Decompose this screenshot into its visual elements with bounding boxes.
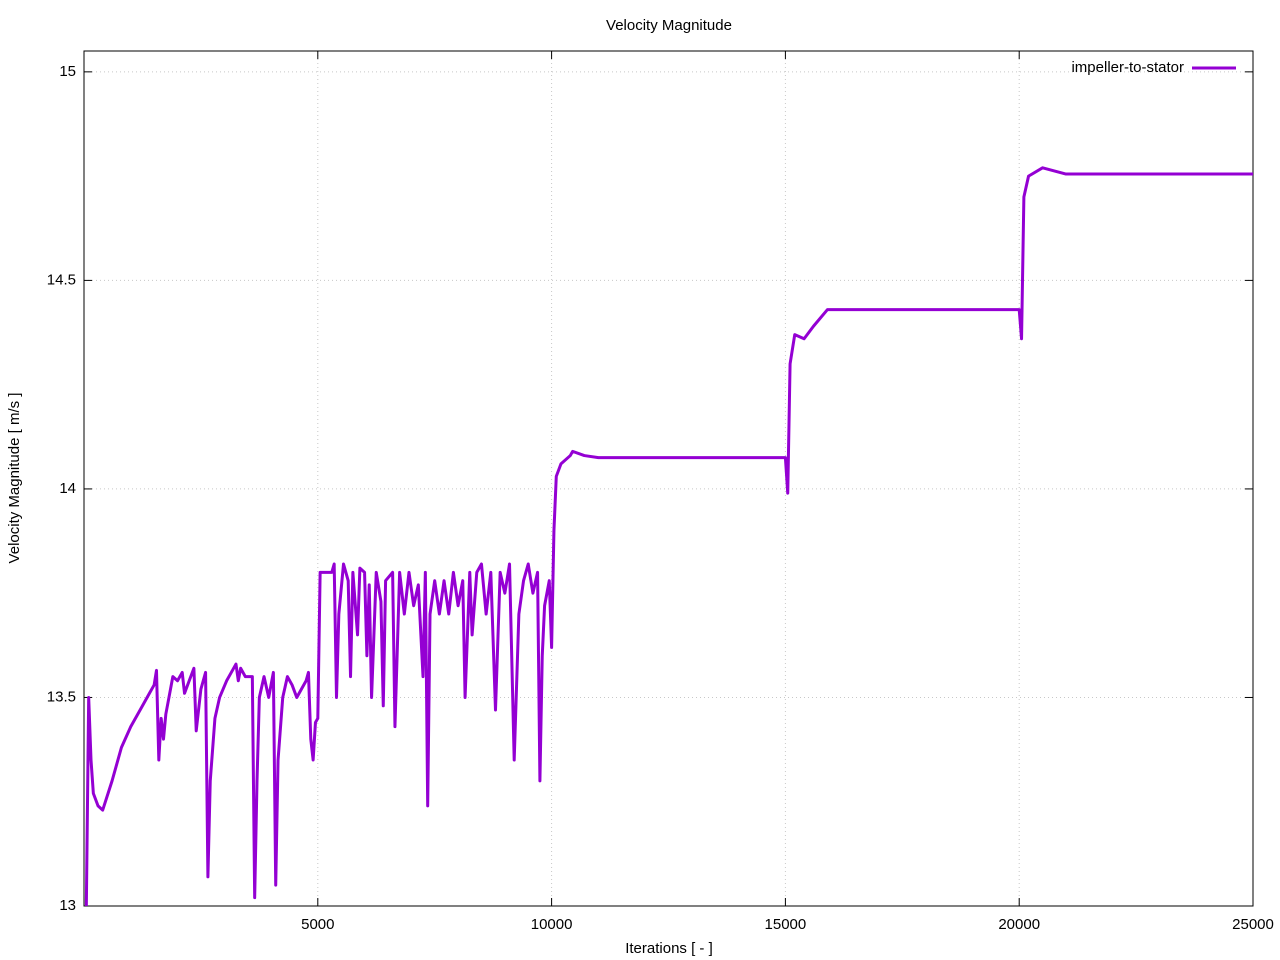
y-axis-label: Velocity Magnitude [ m/s ] [6,393,23,564]
legend-label: impeller-to-stator [1071,59,1184,76]
y-tick-label: 15 [59,63,76,80]
x-tick-label: 15000 [765,916,807,933]
y-tick-label: 14 [59,480,76,497]
x-tick-label: 25000 [1232,916,1274,933]
x-tick-label: 20000 [998,916,1040,933]
x-tick-label: 5000 [301,916,334,933]
y-tick-label: 14.5 [47,271,76,288]
y-tick-label: 13.5 [47,688,76,705]
x-tick-label: 10000 [531,916,573,933]
x-axis-label: Iterations [ - ] [625,940,713,957]
plot-border [83,50,1254,907]
y-tick-label: 13 [59,897,76,914]
series-line [84,166,1253,907]
chart-title: Velocity Magnitude [606,17,732,34]
